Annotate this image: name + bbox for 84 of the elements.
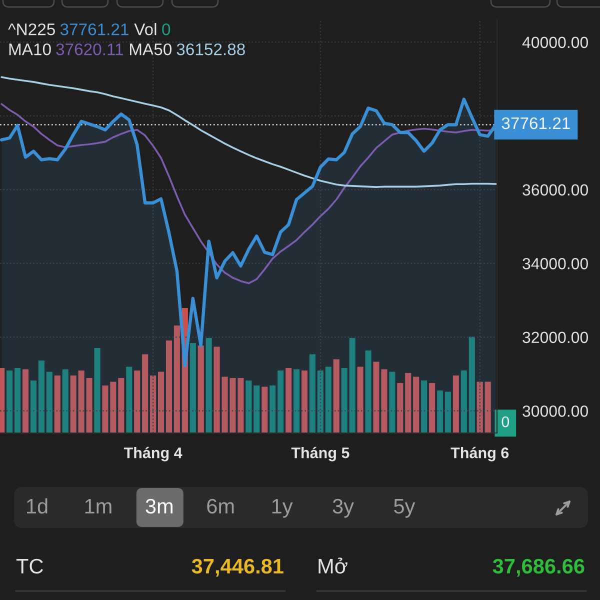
bar: [118, 378, 124, 433]
text: 1d: [27, 498, 48, 514]
text: 3y: [332, 498, 354, 518]
bar: [0, 368, 5, 433]
bar: [278, 370, 284, 433]
x-tick-label: Tháng 4: [124, 446, 182, 462]
x-tick-label: Tháng 6: [450, 446, 509, 462]
bar: [357, 366, 364, 433]
line-series: [0, 103, 497, 284]
line-series: [0, 76, 497, 188]
bar: [190, 343, 196, 433]
annotation: 37620.11: [56, 43, 123, 56]
bar: [126, 366, 132, 433]
bar: [405, 373, 412, 433]
bar: [301, 370, 308, 433]
bar: [413, 376, 420, 433]
annotation: MA50: [130, 43, 172, 56]
bar: [94, 348, 100, 433]
bar: [397, 383, 404, 433]
bar: [468, 336, 475, 433]
y-tick-label: 30000.00: [522, 406, 588, 417]
bar: [317, 370, 324, 433]
bar: [286, 368, 292, 433]
annotation: ^N225: [8, 23, 55, 36]
bar: [325, 366, 332, 433]
bar: [6, 370, 13, 433]
bar: [452, 376, 459, 433]
bar: [158, 372, 164, 433]
text: 3m: [146, 498, 172, 514]
bar: [270, 386, 276, 433]
bar: [22, 369, 29, 433]
bar: [293, 369, 300, 433]
ref-line-label: 37761.21: [502, 117, 570, 130]
bar: [54, 376, 60, 433]
bar: [436, 390, 444, 433]
y-tick-label: 40000.00: [522, 36, 588, 48]
bar: [444, 392, 452, 433]
bar: [206, 338, 212, 433]
bar: [365, 350, 372, 433]
bar: [166, 340, 172, 433]
annotation: 0: [162, 23, 170, 36]
bar: [246, 380, 252, 433]
bar: [429, 383, 436, 433]
bar: [254, 386, 260, 433]
text: 0: [502, 416, 510, 428]
bar: [198, 346, 204, 433]
bar: [389, 372, 396, 433]
bar: [309, 354, 316, 433]
bar: [70, 376, 76, 433]
bar: [102, 386, 108, 433]
text: TC: [16, 558, 43, 574]
bar: [142, 354, 148, 433]
bar: [150, 376, 156, 433]
bar: [38, 360, 44, 433]
bar: [214, 346, 220, 433]
text: 37,446.81: [192, 558, 284, 577]
y-tick-label: 36000.00: [522, 184, 588, 196]
annotation: 37761.21: [60, 23, 128, 36]
y-tick-label: 34000.00: [522, 258, 588, 270]
bar: [421, 380, 428, 433]
text: 1m: [85, 499, 112, 514]
bar: [30, 380, 37, 433]
annotation: 36152.88: [176, 43, 245, 56]
text: Mở: [318, 558, 348, 574]
annotation: Vol: [134, 23, 156, 36]
bar: [349, 338, 356, 433]
text: 1y: [272, 499, 293, 518]
bar: [62, 369, 68, 433]
bar: [46, 372, 52, 433]
bar: [484, 382, 491, 433]
bar: [333, 359, 340, 433]
text: 5y: [394, 499, 416, 518]
bar: [174, 326, 180, 433]
x-tick-label: Tháng 5: [291, 446, 350, 462]
text: 6m: [207, 498, 234, 514]
annotation: MA10: [9, 43, 51, 56]
bar: [262, 386, 268, 433]
bar: [341, 368, 348, 433]
bar: [460, 370, 467, 433]
bar: [14, 368, 21, 433]
bar: [134, 370, 140, 433]
text: 37,686.66: [492, 558, 584, 577]
y-tick-label: 32000.00: [522, 332, 588, 344]
bar: [110, 382, 116, 433]
